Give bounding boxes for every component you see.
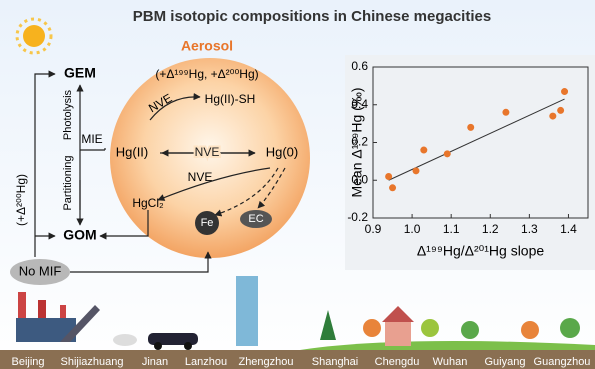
point — [557, 107, 564, 114]
point — [549, 113, 556, 120]
fe: Fe — [201, 217, 214, 229]
x-axis-label: Δ¹⁹⁹Hg/Δ²⁰¹Hg slope — [417, 243, 545, 259]
x-tick-label: 1.4 — [560, 222, 577, 236]
city-label: Wuhan — [433, 356, 468, 368]
hg2: Hg(II) — [116, 144, 149, 159]
point — [561, 88, 568, 95]
x-tick-label: 1.2 — [482, 222, 499, 236]
city-label: Shijiazhuang — [61, 356, 124, 368]
mie: MIE — [81, 132, 102, 146]
gem: GEM — [64, 65, 96, 81]
point — [385, 173, 392, 180]
point — [413, 167, 420, 174]
aerosol-label: Aerosol — [181, 38, 233, 54]
city-label: Shanghai — [312, 356, 359, 368]
point — [389, 184, 396, 191]
hgcl2: HgCl₂ — [132, 196, 164, 210]
nve-middle: NVE — [195, 145, 220, 159]
photolysis: Photolysis — [62, 89, 74, 140]
city-label: Chengdu — [375, 356, 420, 368]
y-axis-label: Mean Δ¹⁹⁹Hg (‰) — [349, 87, 365, 197]
aerosol-signature: (+Δ¹⁹⁹Hg, +Δ²⁰⁰Hg) — [155, 67, 258, 81]
x-tick-label: 0.9 — [365, 222, 382, 236]
gom-signature: (+Δ²⁰⁰Hg) — [14, 174, 28, 226]
hg-sh: Hg(II)-SH — [205, 92, 256, 106]
city-label: Jinan — [142, 356, 168, 368]
city-label: Zhengzhou — [238, 356, 293, 368]
x-tick-label: 1.0 — [404, 222, 421, 236]
y-tick-label: 0.6 — [351, 59, 368, 73]
nve-lower: NVE — [188, 170, 213, 184]
point — [444, 150, 451, 157]
partitioning: Partitioning — [62, 155, 74, 210]
city-label: Lanzhou — [185, 356, 227, 368]
title: PBM isotopic compositions in Chinese meg… — [133, 8, 491, 25]
x-tick-label: 1.3 — [521, 222, 538, 236]
graphic: PBM isotopic compositions in Chinese meg… — [0, 0, 595, 369]
city-label: Guiyang — [485, 356, 526, 368]
point — [467, 124, 474, 131]
city-label: Guangzhou — [534, 356, 591, 368]
hg0: Hg(0) — [266, 144, 299, 159]
point — [420, 147, 427, 154]
chart-panel — [345, 55, 595, 270]
city-label: Beijing — [11, 356, 44, 368]
gom: GOM — [63, 227, 96, 243]
ec: EC — [248, 213, 263, 225]
no-mif: No MIF — [19, 263, 62, 278]
point — [502, 109, 509, 116]
x-tick-label: 1.1 — [443, 222, 460, 236]
